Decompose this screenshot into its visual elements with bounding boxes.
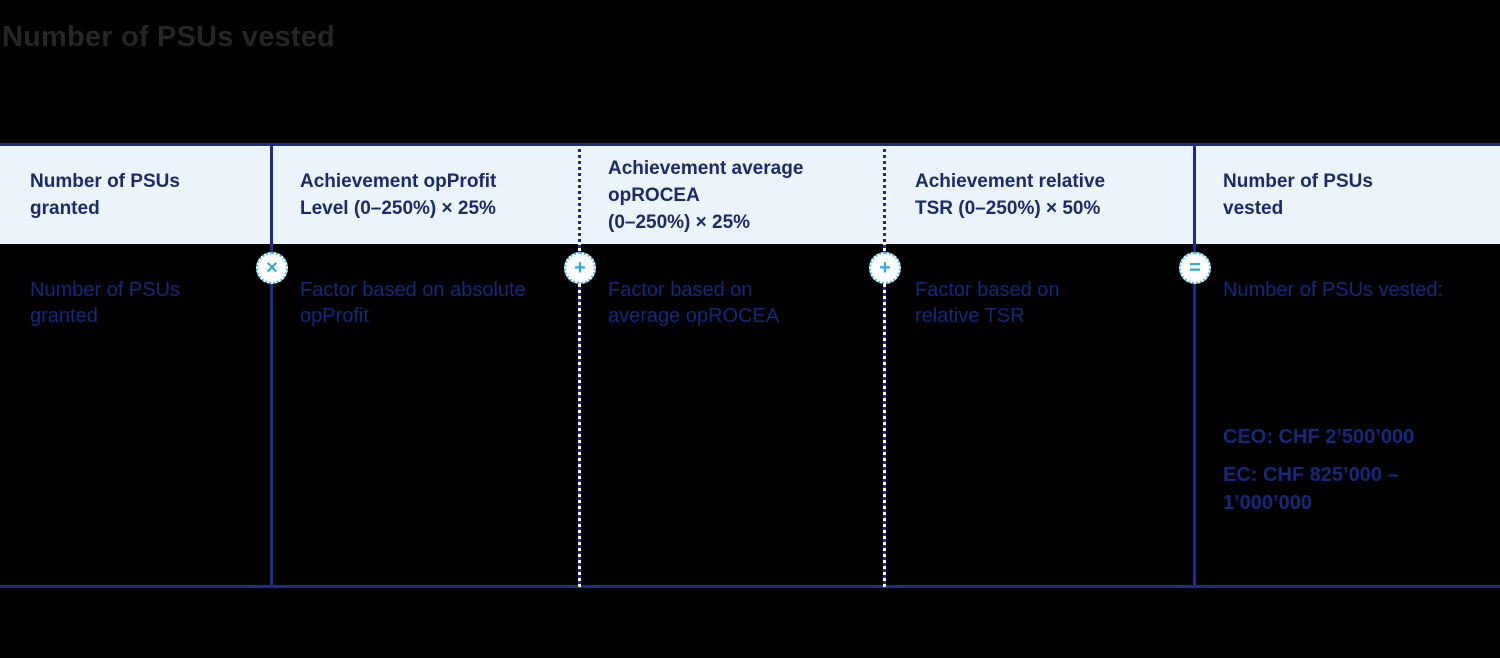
- table-bottom-border: [0, 585, 1500, 588]
- page-title: Number of PSUs vested: [2, 21, 335, 53]
- body-cell-tsr-factor: Factor based on relative TSR: [915, 279, 1060, 327]
- plus-operator-icon-2: +: [869, 252, 901, 284]
- header-cell-oprocea: Achievement average opROCEA (0–250%) × 2…: [608, 157, 804, 233]
- divider-tsr-vested: [1193, 143, 1196, 588]
- header-cell-psus-vested: Number of PSUs vested: [1223, 171, 1373, 219]
- divider-granted-opprofit: [270, 143, 273, 588]
- divider-oprocea-tsr: [883, 143, 886, 588]
- ec-amount: EC: CHF 825’000 – 1’000’000: [1223, 464, 1399, 514]
- body-cell-oprocea-factor: Factor based on average opROCEA: [608, 279, 780, 327]
- header-cell-opprofit: Achievement opProfit Level (0–250%) × 25…: [300, 171, 497, 219]
- divider-opprofit-oprocea: [578, 143, 581, 588]
- vested-amounts: CEO: CHF 2’500’000 EC: CHF 825’000 – 1’0…: [1223, 423, 1491, 517]
- body-cell-psus-vested: Number of PSUs vested:: [1223, 279, 1444, 301]
- body-cell-opprofit-factor: Factor based on absolute opProfit: [300, 279, 526, 327]
- header-cell-tsr: Achievement relative TSR (0–250%) × 50%: [915, 171, 1106, 219]
- table-header-row: [0, 146, 1500, 244]
- equals-operator-icon: =: [1179, 252, 1211, 284]
- header-cell-psus-granted: Number of PSUs granted: [30, 171, 180, 219]
- multiply-operator-icon: ×: [256, 252, 288, 284]
- table-top-border: [0, 143, 1500, 146]
- ceo-amount: CEO: CHF 2’500’000: [1223, 426, 1415, 448]
- body-cell-psus-granted: Number of PSUs granted: [30, 279, 181, 327]
- plus-operator-icon-1: +: [564, 252, 596, 284]
